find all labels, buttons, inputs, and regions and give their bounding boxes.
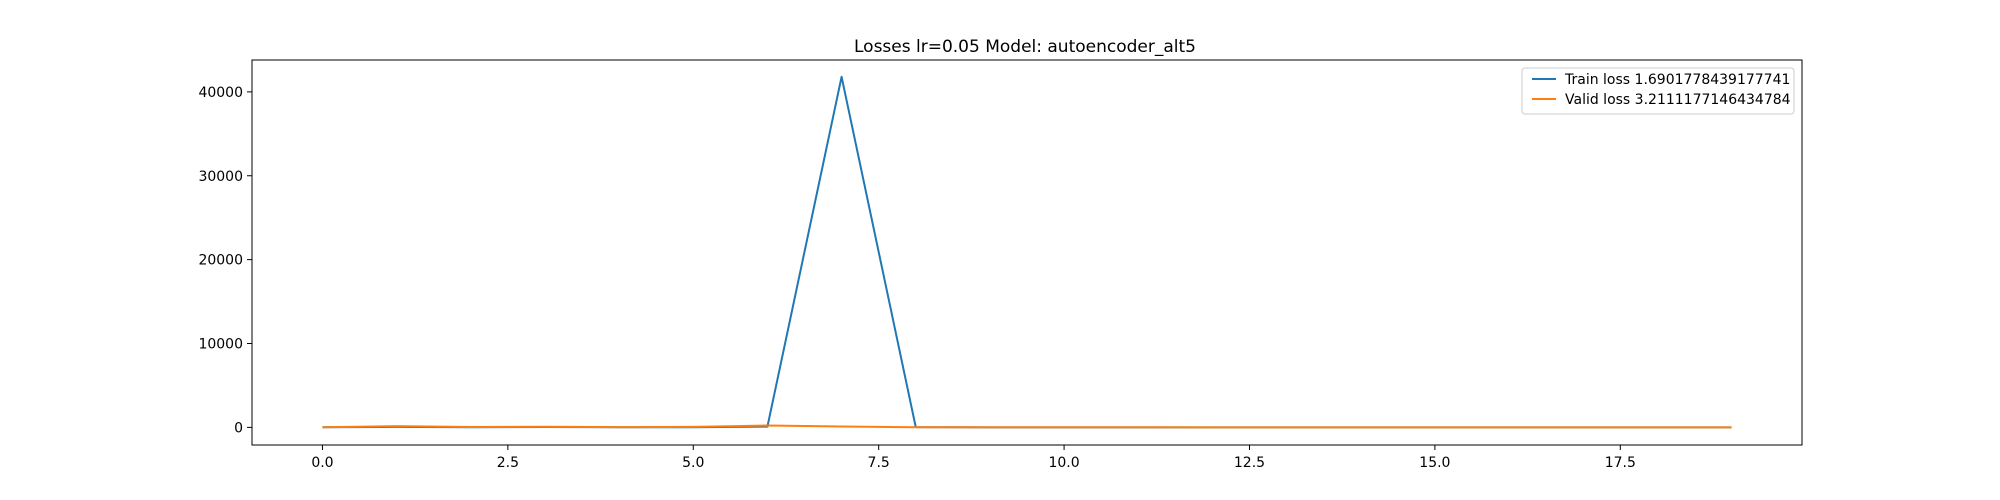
x-tick-label: 17.5 <box>1605 455 1636 471</box>
x-tick-label: 12.5 <box>1234 455 1265 471</box>
x-tick-label: 0.0 <box>311 455 333 471</box>
series-layer <box>322 75 1732 429</box>
chart-title: Losses lr=0.05 Model: autoencoder_alt5 <box>854 37 1196 57</box>
legend: Train loss 1.6901778439177741 Valid loss… <box>1521 67 1795 115</box>
legend-label-train-loss: Train loss 1.6901778439177741 <box>1564 72 1790 88</box>
y-tick-label: 0 <box>234 420 243 436</box>
legend-box <box>1521 67 1795 115</box>
plot-area <box>251 59 1803 446</box>
x-tick-label: 2.5 <box>497 455 519 471</box>
series-line-valid-loss <box>322 424 1732 429</box>
y-axis: 0 10000 20000 30000 40000 <box>198 85 252 436</box>
legend-label-valid-loss: Valid loss 3.2111177146434784 <box>1565 92 1791 108</box>
x-tick-label: 15.0 <box>1419 455 1450 471</box>
y-tick-label: 40000 <box>198 85 243 101</box>
y-tick-label: 30000 <box>198 169 243 185</box>
series-line-train-loss <box>322 75 1732 429</box>
x-tick-label: 7.5 <box>868 455 890 471</box>
x-tick-label: 5.0 <box>682 455 704 471</box>
y-tick-label: 10000 <box>198 337 243 353</box>
x-tick-label: 10.0 <box>1048 455 1079 471</box>
x-axis: 0.0 2.5 5.0 7.5 10.0 12.5 15.0 17.5 <box>311 445 1636 471</box>
y-tick-label: 20000 <box>198 253 243 269</box>
